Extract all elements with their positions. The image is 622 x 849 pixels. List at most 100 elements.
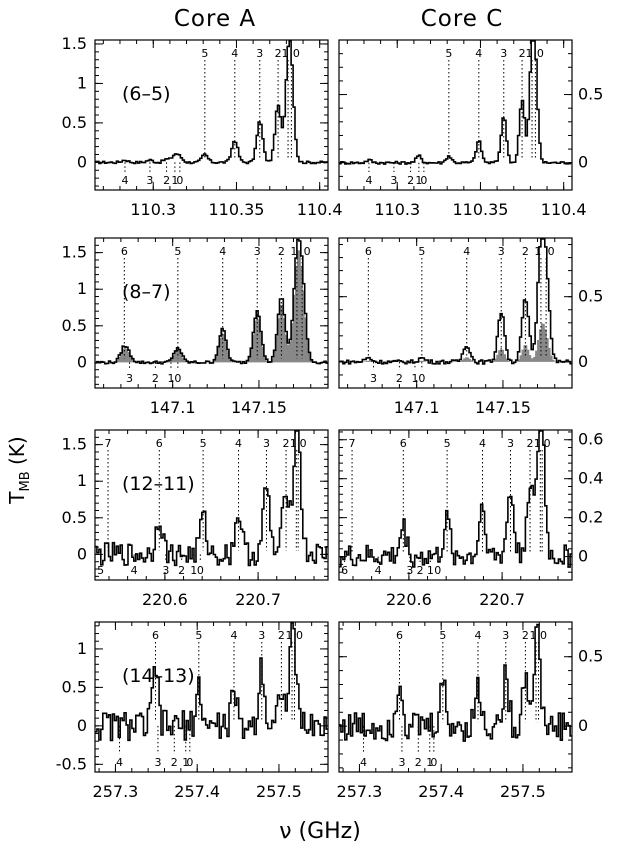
marker-label-k1: 1: [286, 629, 293, 642]
marker-label-k5: 5: [201, 47, 208, 60]
y-tick-label: 0: [77, 152, 87, 171]
marker-label-k4: 4: [463, 245, 470, 258]
marker-label-bottom-k4: 4: [375, 564, 382, 577]
marker-label-k0: 0: [304, 245, 311, 258]
marker-label-k3: 3: [256, 47, 263, 60]
marker-label-k1: 1: [534, 245, 541, 258]
y-tick-label: 0: [77, 544, 87, 563]
marker-label-bottom-k3: 3: [398, 756, 405, 769]
marker-label-k5: 5: [444, 437, 451, 450]
spectrum-trace-row1-coreC: [339, 40, 572, 165]
marker-label-bottom-k0: 0: [197, 564, 204, 577]
x-tick-label: 220.7: [235, 590, 281, 609]
y-tick-label: 1: [77, 639, 87, 658]
y-tick-label: 0.4: [578, 469, 603, 488]
marker-label-k1: 1: [530, 629, 537, 642]
spectrum-trace-row3-coreC: [339, 430, 572, 568]
y-tick-label: 1: [77, 279, 87, 298]
y-tick-label: 0.5: [62, 316, 87, 335]
marker-label-k1: 1: [290, 245, 297, 258]
marker-label-bottom-k2: 2: [396, 372, 403, 385]
marker-label-k0: 0: [293, 47, 300, 60]
panel-frame: [338, 621, 573, 773]
y-tick-label: 1.5: [62, 243, 87, 262]
marker-label-k0: 0: [544, 437, 551, 450]
marker-label-k7: 7: [105, 437, 112, 450]
marker-label-bottom-k4: 4: [365, 174, 372, 187]
panel-frame: [338, 39, 573, 191]
marker-label-bottom-k0: 0: [176, 174, 183, 187]
x-tick-label: 110.3: [130, 200, 176, 219]
marker-label-bottom-k3: 3: [390, 174, 397, 187]
marker-label-bottom-k1: 1: [427, 564, 434, 577]
y-tick-label: 1.5: [62, 435, 87, 454]
marker-label-k6: 6: [365, 245, 372, 258]
marker-label-k0: 0: [540, 629, 547, 642]
marker-label-bottom-k1: 1: [167, 372, 174, 385]
y-tick-label: 0: [578, 352, 588, 371]
marker-label-k2: 2: [527, 437, 534, 450]
y-tick-label: 0.5: [62, 508, 87, 527]
marker-label-bottom-k3: 3: [162, 564, 169, 577]
marker-label-k4: 4: [479, 437, 486, 450]
marker-label-bottom-k1: 1: [426, 756, 433, 769]
x-tick-label: 147.1: [394, 398, 440, 417]
x-tick-label: 257.4: [418, 782, 464, 801]
y-tick-label: 0: [77, 352, 87, 371]
y-tick-label: 0.2: [578, 508, 603, 527]
spectrum-trace-row4-coreA: [95, 622, 328, 742]
marker-label-bottom-k0: 0: [418, 372, 425, 385]
marker-label-bottom-k3: 3: [126, 372, 133, 385]
transition-label: (12–11): [122, 473, 195, 495]
transition-label: (6–5): [122, 83, 171, 105]
marker-label-bottom-k0: 0: [420, 174, 427, 187]
x-tick-label: 257.5: [500, 782, 546, 801]
marker-label-k4: 4: [231, 47, 238, 60]
x-tick-label: 110.3: [374, 200, 420, 219]
marker-label-k2: 2: [522, 245, 529, 258]
y-tick-label: 0.5: [578, 85, 603, 104]
y-tick-label: 0.5: [62, 113, 87, 132]
x-axis-label: ν (GHz): [279, 819, 361, 844]
marker-label-k1: 1: [290, 437, 297, 450]
x-tick-label: 257.3: [93, 782, 139, 801]
marker-label-bottom-k4: 4: [116, 756, 123, 769]
marker-label-k4: 4: [475, 47, 482, 60]
x-tick-label: 257.5: [256, 782, 302, 801]
spectrum-trace-row4-coreC: [339, 623, 572, 742]
x-tick-label: 147.1: [150, 398, 196, 417]
marker-label-k4: 4: [235, 437, 242, 450]
marker-label-bottom-k4: 4: [360, 756, 367, 769]
marker-label-k5: 5: [174, 245, 181, 258]
marker-label-bottom-k4: 4: [131, 564, 138, 577]
marker-label-bottom-k4: 4: [121, 174, 128, 187]
marker-label-bottom-k0: 0: [434, 564, 441, 577]
x-tick-label: 110.4: [297, 200, 343, 219]
marker-label-bottom-k3: 3: [406, 564, 413, 577]
panel-frame: [338, 429, 573, 581]
marker-label-k3: 3: [502, 629, 509, 642]
marker-label-k4: 4: [474, 629, 481, 642]
marker-label-k5: 5: [418, 245, 425, 258]
marker-label-k2: 2: [283, 437, 290, 450]
marker-label-bottom-k1: 1: [415, 174, 422, 187]
marker-label-bottom-k0: 0: [430, 756, 437, 769]
marker-label-k3: 3: [254, 245, 261, 258]
transition-label: (14–13): [122, 665, 195, 687]
x-tick-label: 220.6: [142, 590, 188, 609]
marker-label-k0: 0: [537, 47, 544, 60]
x-tick-label: 220.6: [386, 590, 432, 609]
x-tick-label: 147.15: [475, 398, 531, 417]
y-tick-label: 0.5: [62, 677, 87, 696]
y-tick-label: 0.6: [578, 430, 603, 449]
marker-label-bottom-k1: 1: [190, 564, 197, 577]
spectrum-trace-row3-coreA: [95, 430, 328, 567]
marker-label-k5: 5: [445, 47, 452, 60]
marker-label-bottom-k2: 2: [407, 174, 414, 187]
marker-label-bottom-k2: 2: [415, 756, 422, 769]
